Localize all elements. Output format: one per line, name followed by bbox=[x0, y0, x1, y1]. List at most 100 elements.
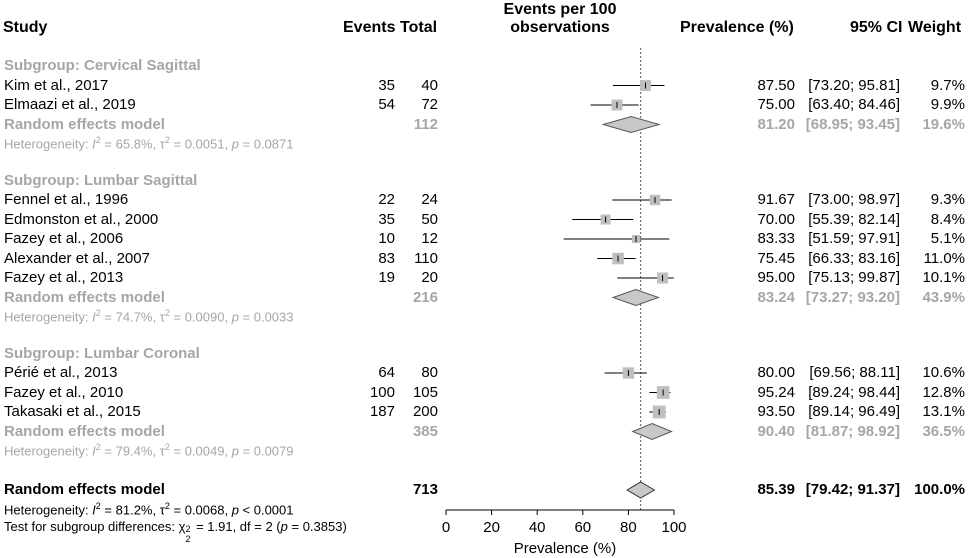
overall-model-weight: 100.0% bbox=[914, 481, 965, 498]
subgroup-model-label: Random effects model bbox=[4, 422, 165, 440]
subgroup-model-weight: 19.6% bbox=[922, 115, 965, 133]
x-tick-label: 80 bbox=[620, 519, 637, 536]
study-prevalence: 75.00 bbox=[757, 96, 795, 113]
header-events: Events bbox=[343, 19, 396, 36]
study-total: 110 bbox=[414, 249, 438, 267]
study-total: 105 bbox=[412, 383, 438, 401]
study-events: 64 bbox=[378, 364, 395, 381]
study-ci: [75.13; 99.87] bbox=[808, 269, 900, 286]
study-weight: 9.9% bbox=[930, 96, 965, 113]
subgroup-label: Subgroup: Cervical Sagittal bbox=[4, 57, 201, 74]
study-weight: 12.8% bbox=[922, 383, 965, 401]
study-ci: [89.14; 96.49] bbox=[808, 403, 900, 420]
study-events: 35 bbox=[378, 76, 395, 94]
study-total: 20 bbox=[421, 269, 438, 286]
study-weight: 8.4% bbox=[930, 210, 965, 228]
x-tick-label: 100 bbox=[661, 519, 686, 536]
study-weight: 5.1% bbox=[930, 230, 965, 247]
subgroup-heterogeneity: Heterogeneity: I2 = 65.8%, τ2 = 0.0051, … bbox=[4, 135, 294, 152]
study-events: 22 bbox=[378, 191, 395, 208]
study-prevalence: 80.00 bbox=[757, 364, 795, 381]
study-total: 200 bbox=[412, 403, 438, 420]
overall-diamond bbox=[626, 481, 656, 499]
study-events: 83 bbox=[378, 249, 395, 267]
study-name: Fennel et al., 1996 bbox=[4, 191, 129, 208]
study-ci: [55.39; 82.14] bbox=[808, 210, 900, 228]
subgroup-heterogeneity: Heterogeneity: I2 = 79.4%, τ2 = 0.0049, … bbox=[4, 442, 294, 459]
study-weight: 9.7% bbox=[930, 76, 965, 94]
x-axis-label: Prevalence (%) bbox=[514, 540, 617, 557]
subgroup-model-label: Random effects model bbox=[4, 115, 165, 133]
header-study: Study bbox=[3, 19, 48, 36]
study-prevalence: 91.67 bbox=[757, 191, 795, 208]
x-tick-label: 60 bbox=[574, 519, 591, 536]
header-plot-title-1: Events per 100 bbox=[503, 1, 617, 18]
overall-heterogeneity: Heterogeneity: I2 = 81.2%, τ2 = 0.0068, … bbox=[4, 501, 294, 518]
study-name: Fazey et al., 2013 bbox=[4, 269, 124, 286]
study-events: 10 bbox=[378, 230, 395, 247]
subgroup-model-total: 112 bbox=[413, 115, 438, 133]
study-prevalence: 95.24 bbox=[757, 383, 795, 401]
subgroup-model-prevalence: 81.20 bbox=[757, 115, 795, 133]
study-ci: [66.33; 83.16] bbox=[808, 249, 900, 267]
study-name: Takasaki et al., 2015 bbox=[4, 403, 141, 420]
header-ci: 95% CI bbox=[850, 19, 903, 36]
subgroup-model-label: Random effects model bbox=[4, 288, 165, 306]
overall-model-total: 713 bbox=[412, 481, 438, 498]
x-tick-label: 0 bbox=[442, 519, 450, 536]
subgroup-diamond bbox=[601, 115, 661, 134]
subgroup-model-total: 385 bbox=[412, 422, 438, 440]
study-events: 187 bbox=[369, 403, 395, 420]
study-events: 54 bbox=[378, 96, 395, 113]
study-total: 24 bbox=[421, 191, 438, 208]
study-prevalence: 87.50 bbox=[757, 76, 795, 94]
header-total: Total bbox=[400, 19, 438, 36]
header-plot-title-2: observations bbox=[510, 19, 610, 36]
subgroup-diamond bbox=[611, 288, 661, 307]
x-tick-label: 20 bbox=[483, 519, 500, 536]
subgroup-label: Subgroup: Lumbar Coronal bbox=[4, 344, 200, 362]
study-name: Alexander et al., 2007 bbox=[4, 249, 150, 267]
study-weight: 10.6% bbox=[922, 364, 965, 381]
overall-model-ci: [79.42; 91.37] bbox=[805, 481, 900, 498]
study-weight: 11.0% bbox=[923, 249, 965, 267]
subgroup-model-ci: [81.87; 98.92] bbox=[805, 422, 900, 440]
subgroup-model-weight: 36.5% bbox=[922, 422, 965, 440]
study-prevalence: 93.50 bbox=[757, 403, 795, 420]
study-name: Kim et al., 2017 bbox=[4, 76, 109, 94]
study-events: 35 bbox=[378, 210, 395, 228]
study-name: Fazey et al., 2010 bbox=[4, 383, 124, 401]
x-tick-label: 40 bbox=[529, 519, 546, 536]
subgroup-model-total: 216 bbox=[412, 288, 438, 306]
study-ci: [73.20; 95.81] bbox=[808, 76, 900, 94]
study-ci: [69.56; 88.11] bbox=[809, 364, 900, 381]
study-total: 50 bbox=[421, 210, 438, 228]
overall-model-prevalence: 85.39 bbox=[757, 481, 795, 498]
subgroup-heterogeneity: Heterogeneity: I2 = 74.7%, τ2 = 0.0090, … bbox=[4, 308, 294, 325]
subgroup-model-weight: 43.9% bbox=[922, 288, 965, 306]
study-total: 40 bbox=[421, 76, 438, 94]
study-name: Fazey et al., 2006 bbox=[4, 230, 124, 247]
study-name: Elmaazi et al., 2019 bbox=[4, 96, 136, 113]
study-total: 72 bbox=[421, 96, 438, 113]
study-total: 80 bbox=[421, 364, 438, 381]
study-ci: [73.00; 98.97] bbox=[808, 191, 900, 208]
study-name: Périé et al., 2013 bbox=[4, 364, 118, 381]
overall-model-label: Random effects model bbox=[4, 481, 165, 498]
subgroup-label: Subgroup: Lumbar Sagittal bbox=[4, 171, 198, 189]
subgroup-model-ci: [68.95; 93.45] bbox=[805, 115, 900, 133]
study-prevalence: 75.45 bbox=[757, 249, 795, 267]
study-ci: [63.40; 84.46] bbox=[808, 96, 900, 113]
study-total: 12 bbox=[421, 230, 438, 247]
subgroup-diamond bbox=[631, 422, 673, 441]
header-weight: Weight bbox=[908, 19, 962, 36]
study-name: Edmonston et al., 2000 bbox=[4, 210, 159, 228]
study-ci: [51.59; 97.91] bbox=[808, 230, 900, 247]
study-weight: 13.1% bbox=[922, 403, 965, 420]
study-ci: [89.24; 98.44] bbox=[808, 383, 900, 401]
study-prevalence: 70.00 bbox=[757, 210, 795, 228]
study-prevalence: 83.33 bbox=[757, 230, 795, 247]
header-prevalence: Prevalence (%) bbox=[680, 19, 794, 36]
